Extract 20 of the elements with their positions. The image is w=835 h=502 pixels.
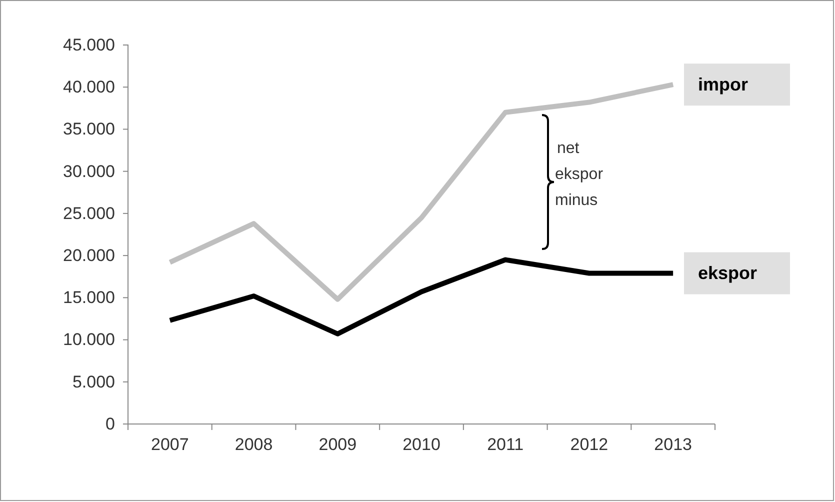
y-tick-label: 20.000 — [63, 246, 115, 265]
x-tick-label: 2011 — [487, 435, 524, 454]
y-tick-label: 15.000 — [63, 288, 115, 308]
y-tick-label: 25.000 — [63, 204, 115, 223]
x-tick-label: 2010 — [402, 435, 440, 454]
series-label: ekspor — [698, 263, 758, 284]
series-label: impor — [698, 74, 748, 95]
annotation: net ekspor minus — [555, 140, 604, 209]
x-tick-label: 2007 — [151, 435, 189, 454]
x-tick-label: 2012 — [570, 435, 608, 454]
y-tick-label: 10.000 — [63, 330, 115, 350]
y-tick-label: 30.000 — [63, 162, 115, 181]
y-tick-label: 5.000 — [72, 372, 115, 392]
x-tick-label: 2013 — [654, 435, 692, 454]
x-tick-label: 2009 — [318, 435, 357, 454]
y-tick-label: 45.000 — [63, 35, 115, 54]
y-tick-label: 35.000 — [63, 120, 115, 139]
x-tick-label: 2008 — [234, 435, 273, 454]
y-tick-label: 40.000 — [63, 78, 115, 97]
y-tick-label: 0 — [106, 414, 115, 434]
